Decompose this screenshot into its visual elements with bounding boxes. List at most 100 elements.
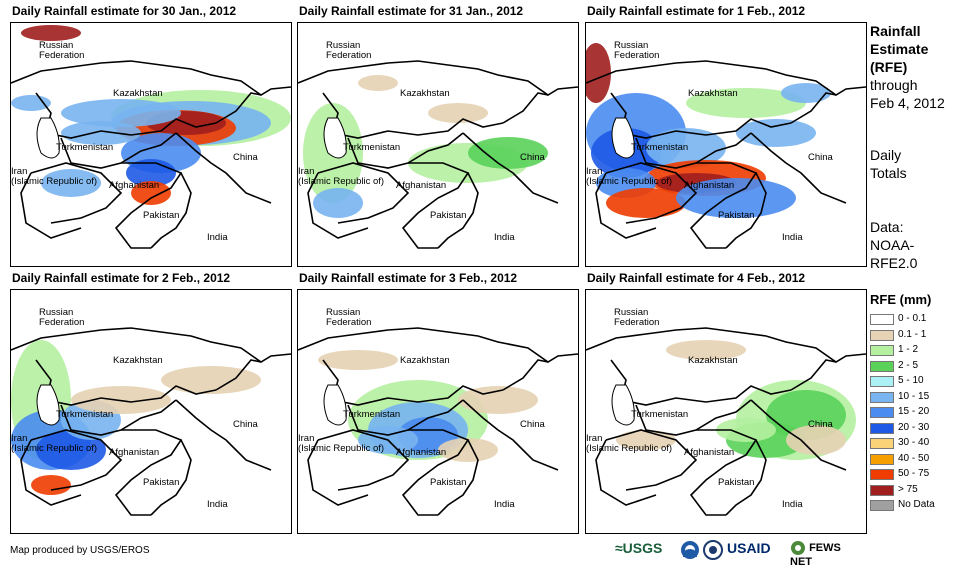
map-svg bbox=[11, 25, 291, 249]
country-border bbox=[317, 429, 410, 491]
country-label-india: India bbox=[494, 499, 515, 510]
country-label-russia: Russian Federation bbox=[39, 40, 85, 61]
legend-swatch bbox=[870, 484, 894, 496]
rainfall-area bbox=[11, 95, 51, 111]
rainfall-area bbox=[161, 366, 261, 394]
map-svg bbox=[298, 60, 578, 249]
country-label-turkmenistan: Turkmenistan bbox=[631, 142, 689, 153]
rainfall-area bbox=[786, 425, 846, 455]
country-border bbox=[586, 60, 866, 96]
country-label-china: China bbox=[808, 419, 833, 430]
legend-swatch bbox=[870, 376, 894, 387]
country-border bbox=[30, 429, 123, 491]
country-border bbox=[401, 162, 470, 249]
rainfall-area bbox=[686, 88, 806, 118]
rainfall-map: Russian Federation Kazakhstan Turkmenistan… bbox=[297, 22, 579, 267]
country-border bbox=[323, 117, 347, 159]
country-label-china: China bbox=[808, 152, 833, 163]
country-border bbox=[307, 439, 369, 506]
country-border bbox=[20, 172, 82, 239]
rainfall-map: Russian Federation Kazakhstan Turkmenistan… bbox=[297, 289, 579, 534]
rainfall-area bbox=[358, 75, 398, 91]
country-border bbox=[611, 117, 635, 159]
panel-title: Daily Rainfall estimate for 30 Jan., 201… bbox=[12, 4, 237, 18]
data-source-label: Data: NOAA- RFE2.0 bbox=[870, 219, 918, 271]
rainfall-area bbox=[676, 178, 796, 218]
country-border bbox=[437, 439, 479, 516]
country-label-india: India bbox=[782, 499, 803, 510]
legend-label: 20 - 30 bbox=[898, 421, 930, 433]
country-border bbox=[20, 439, 82, 506]
legend-swatch bbox=[870, 500, 894, 511]
rainfall-area bbox=[438, 438, 498, 462]
country-label-turkmenistan: Turkmenistan bbox=[343, 142, 401, 153]
country-label-iran: Iran (Islamic Republic of) bbox=[11, 166, 98, 187]
legend-swatch bbox=[870, 360, 894, 372]
country-label-pakistan: Pakistan bbox=[430, 210, 467, 221]
country-label-china: China bbox=[233, 152, 258, 163]
map-svg bbox=[586, 327, 866, 516]
rainfall-area bbox=[586, 43, 611, 103]
country-label-china: China bbox=[520, 419, 545, 430]
map-svg bbox=[586, 43, 866, 249]
country-label-turkmenistan: Turkmenistan bbox=[56, 142, 114, 153]
rainfall-area bbox=[313, 188, 363, 218]
country-label-pakistan: Pakistan bbox=[718, 477, 755, 488]
fews-net-logo: FEWS NET bbox=[790, 541, 841, 568]
country-label-iran: Iran (Islamic Republic of) bbox=[298, 433, 385, 454]
country-border bbox=[586, 327, 866, 363]
country-label-india: India bbox=[782, 232, 803, 243]
country-label-iran: Iran (Islamic Republic of) bbox=[11, 433, 98, 454]
map-svg bbox=[11, 327, 291, 516]
rainfall-area bbox=[318, 350, 398, 370]
country-border bbox=[150, 439, 192, 516]
legend-label: 10 - 15 bbox=[898, 390, 930, 402]
country-border bbox=[725, 439, 767, 516]
legend-label: 15 - 20 bbox=[898, 406, 930, 417]
country-border bbox=[462, 132, 559, 204]
country-label-kazakhstan: Kazakhstan bbox=[688, 88, 738, 99]
panel-title: Daily Rainfall estimate for 1 Feb., 2012 bbox=[587, 4, 806, 18]
rfe-title: Rainfall Estimate (RFE) through Feb 4, 2… bbox=[870, 23, 945, 111]
country-border bbox=[215, 359, 262, 391]
country-border bbox=[298, 327, 578, 363]
country-label-india: India bbox=[494, 232, 515, 243]
legend-swatch bbox=[870, 453, 894, 465]
rainfall-area bbox=[31, 475, 71, 495]
country-label-iran: Iran (Islamic Republic of) bbox=[586, 166, 673, 187]
country-border bbox=[750, 399, 847, 471]
country-border bbox=[605, 429, 698, 491]
legend-label: 5 - 10 bbox=[898, 375, 924, 386]
panel-title: Daily Rainfall estimate for 31 Jan., 201… bbox=[299, 4, 524, 18]
country-border bbox=[689, 162, 758, 249]
rainfall-area bbox=[468, 137, 548, 169]
panel-title: Daily Rainfall estimate for 3 Feb., 2012 bbox=[299, 271, 518, 285]
country-border bbox=[689, 429, 758, 516]
country-border bbox=[790, 359, 837, 391]
rainfall-area bbox=[736, 119, 816, 147]
rainfall-area bbox=[61, 99, 181, 127]
rainfall-area bbox=[61, 121, 141, 145]
noaa-logo bbox=[680, 540, 700, 562]
rainfall-area bbox=[36, 430, 106, 470]
country-label-russia: Russian Federation bbox=[326, 40, 372, 61]
country-border bbox=[175, 132, 272, 204]
rainfall-map: Russian Federation Kazakhstan Turkmenistan… bbox=[585, 22, 867, 267]
country-border bbox=[611, 384, 635, 426]
country-label-kazakhstan: Kazakhstan bbox=[113, 355, 163, 366]
country-label-kazakhstan: Kazakhstan bbox=[688, 355, 738, 366]
country-border bbox=[750, 132, 847, 204]
rainfall-area bbox=[716, 418, 776, 442]
usaid-logo: USAID bbox=[727, 540, 771, 556]
country-border bbox=[595, 172, 657, 239]
legend-label: No Data bbox=[898, 499, 935, 510]
country-label-afghanistan: Afghanistan bbox=[109, 180, 160, 191]
rainfall-area bbox=[606, 188, 686, 218]
country-border bbox=[462, 399, 559, 471]
legend-label: 0.1 - 1 bbox=[898, 328, 927, 340]
country-label-russia: Russian Federation bbox=[614, 307, 660, 328]
country-label-pakistan: Pakistan bbox=[143, 477, 180, 488]
country-border bbox=[502, 92, 549, 124]
country-border bbox=[215, 92, 262, 124]
country-label-kazakhstan: Kazakhstan bbox=[400, 88, 450, 99]
